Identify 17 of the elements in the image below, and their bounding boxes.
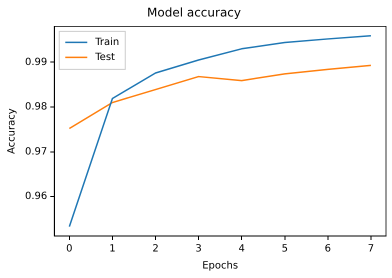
x-tick-label: 1 [109,244,116,255]
y-tick-label: 0.99 [25,56,48,68]
x-tick-label: 0 [66,244,73,255]
y-axis-title: Accuracy [6,108,18,154]
y-tick-label: 0.98 [25,102,48,113]
x-tick-label: 5 [282,244,288,255]
x-tick-label: 4 [238,244,245,255]
x-tick-label: 2 [152,244,159,255]
chart-title: Model accuracy [147,5,241,20]
legend-label: Train [94,36,120,48]
y-tick-label: 0.97 [25,146,48,158]
x-tick-label: 3 [195,244,202,255]
x-tick-label: 6 [324,244,332,255]
legend-label: Test [94,52,116,63]
y-tick-label: 0.96 [25,191,48,202]
x-axis-title: Epochs [202,260,238,272]
x-tick-label: 7 [368,244,374,255]
